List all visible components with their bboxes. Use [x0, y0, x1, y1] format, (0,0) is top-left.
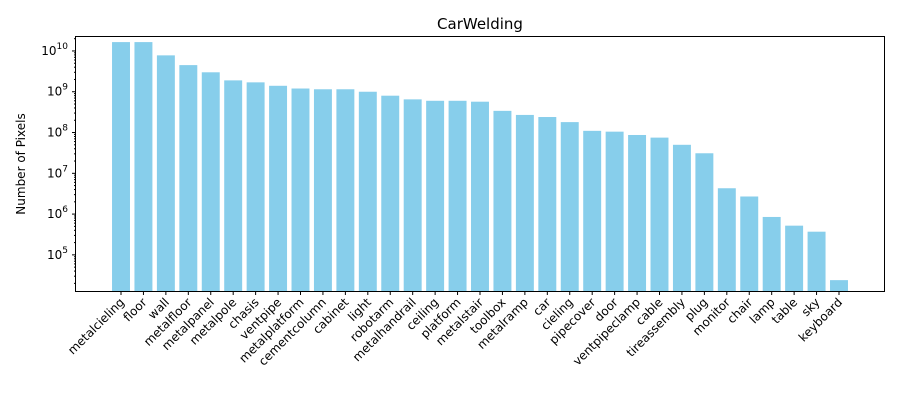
- bar-platform: [448, 100, 467, 291]
- y-tick-label: 108: [47, 124, 68, 140]
- bar-metalstair: [471, 101, 489, 291]
- y-tick-label: 106: [47, 205, 68, 221]
- bar-tireassembly: [672, 144, 691, 291]
- bar-metalramp: [515, 114, 534, 292]
- bar-table: [785, 225, 804, 291]
- bar-car: [538, 117, 557, 292]
- bar-lamp: [762, 216, 781, 291]
- y-axis: 105 106 107 108 109 1010: [41, 38, 76, 284]
- bar-toolbox: [493, 110, 512, 291]
- bar-metalpole: [224, 80, 243, 291]
- bar-monitor: [717, 188, 736, 291]
- bar-chair: [740, 196, 759, 291]
- bar-metalfloor: [179, 65, 198, 291]
- x-tick-label-floor: floor: [120, 295, 149, 324]
- bar-metalcieling: [112, 42, 130, 291]
- chart-title: CarWelding: [437, 15, 523, 33]
- bar-keyboard: [830, 280, 848, 291]
- y-axis-title: Number of Pixels: [14, 113, 28, 214]
- bar-chasis: [246, 82, 265, 291]
- bar-metalplatform: [291, 88, 310, 292]
- bars: [112, 42, 848, 292]
- bar-light: [358, 91, 377, 292]
- bar-floor: [134, 42, 153, 291]
- x-tick-label-keyboard: keyboard: [796, 295, 845, 344]
- bar-ventpipeclamp: [628, 134, 647, 291]
- bar-plug: [695, 153, 714, 291]
- bar-door: [605, 131, 624, 291]
- y-tick-label: 1010: [41, 42, 68, 58]
- bar-cabinet: [336, 89, 355, 292]
- bar-cementcolumn: [313, 89, 332, 292]
- bar-metalhandrail: [403, 99, 422, 292]
- bar-sky: [807, 231, 826, 291]
- y-tick-label: 109: [47, 83, 68, 99]
- x-axis: metalcielingfloorwallmetalfloormetalpane…: [65, 291, 845, 368]
- bar-ceiling: [426, 100, 445, 291]
- bar-metalpanel: [201, 72, 220, 291]
- x-tick-label-metalcieling: metalcieling: [65, 295, 127, 357]
- bar-cieling: [560, 122, 579, 291]
- y-tick-label: 105: [47, 246, 68, 262]
- y-tick-label: 107: [47, 164, 68, 180]
- bar-ventpipe: [269, 85, 288, 291]
- bar-wall: [156, 55, 175, 291]
- x-tick-label-table: table: [769, 295, 800, 326]
- bar-robotarm: [381, 95, 400, 291]
- bar-pipecover: [583, 130, 602, 291]
- bar-cable: [650, 137, 669, 291]
